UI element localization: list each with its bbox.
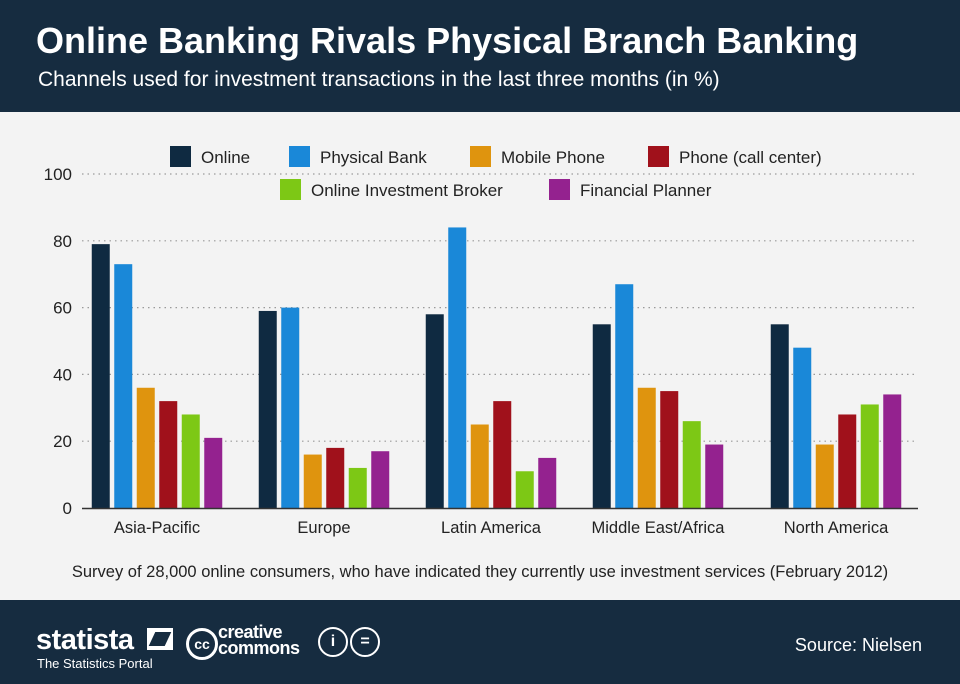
- y-tick-label: 0: [63, 499, 72, 518]
- bar: [538, 457, 557, 508]
- legend-label: Online: [201, 148, 250, 167]
- bar: [660, 391, 679, 508]
- bar: [815, 444, 834, 508]
- y-tick-label: 80: [53, 232, 72, 251]
- x-tick-label: Europe: [297, 519, 350, 537]
- bar: [637, 387, 656, 508]
- creative-commons-text-2: commons: [218, 638, 300, 658]
- statista-logo: statista: [36, 624, 134, 656]
- legend-swatch: [280, 179, 301, 200]
- y-tick-label: 100: [44, 165, 72, 184]
- creative-commons-text-1: creative: [218, 622, 283, 642]
- bar: [425, 314, 444, 508]
- bar: [838, 414, 857, 508]
- legend-label: Financial Planner: [580, 181, 712, 200]
- bar: [493, 401, 512, 508]
- bar: [883, 394, 902, 508]
- bar: [770, 324, 789, 508]
- x-tick-label: Asia-Pacific: [114, 519, 200, 537]
- footer: statista The Statistics Portal cc creati…: [0, 600, 960, 684]
- bar: [348, 467, 367, 508]
- bar: [258, 310, 277, 508]
- bar-chart: 0 20 40 60 80 100 Asia-Pacific Europe Latin Amer…: [44, 146, 918, 537]
- bar: [860, 404, 879, 508]
- legend-swatch: [470, 146, 491, 167]
- bar: [371, 451, 390, 508]
- bar: [181, 414, 200, 508]
- legend-label: Phone (call center): [679, 148, 822, 167]
- bar: [448, 227, 467, 508]
- legend-swatch: [648, 146, 669, 167]
- x-tick-label: North America: [784, 519, 889, 537]
- bar: [515, 471, 534, 508]
- no-derivatives-icon: =: [350, 627, 380, 657]
- bar: [705, 444, 724, 508]
- legend-label: Mobile Phone: [501, 148, 605, 167]
- bar: [682, 421, 701, 508]
- chart-title: Online Banking Rivals Physical Branch Ba…: [36, 20, 859, 61]
- source: Source: Nielsen: [794, 635, 922, 655]
- legend-swatch: [170, 146, 191, 167]
- x-tick-label: Middle East/Africa: [592, 519, 726, 537]
- legend-label: Physical Bank: [320, 148, 427, 167]
- bar: [281, 307, 300, 508]
- attribution-icon: i: [318, 627, 348, 657]
- header: Online Banking Rivals Physical Branch Ba…: [0, 0, 960, 112]
- bar: [326, 447, 345, 508]
- legend-label: Online Investment Broker: [311, 181, 503, 200]
- bar: [159, 401, 178, 508]
- statista-flag-icon: [147, 628, 173, 650]
- legend-swatch: [289, 146, 310, 167]
- y-tick-label: 60: [53, 299, 72, 318]
- bar: [470, 424, 489, 508]
- tagline: The Statistics Portal: [37, 656, 153, 671]
- x-tick-label: Latin America: [441, 519, 542, 537]
- footnote: Survey of 28,000 online consumers, who h…: [71, 563, 889, 581]
- bar: [114, 264, 133, 508]
- bar: [592, 324, 611, 508]
- creative-commons-icon: cc: [186, 628, 218, 660]
- bar: [204, 437, 223, 508]
- y-tick-label: 40: [53, 365, 72, 384]
- bar: [303, 454, 322, 508]
- bar: [615, 284, 634, 508]
- bar: [91, 244, 110, 508]
- bar: [136, 387, 155, 508]
- legend-swatch: [549, 179, 570, 200]
- y-tick-label: 20: [53, 432, 72, 451]
- chart-subtitle: Channels used for investment transaction…: [38, 68, 720, 91]
- bar: [793, 347, 812, 508]
